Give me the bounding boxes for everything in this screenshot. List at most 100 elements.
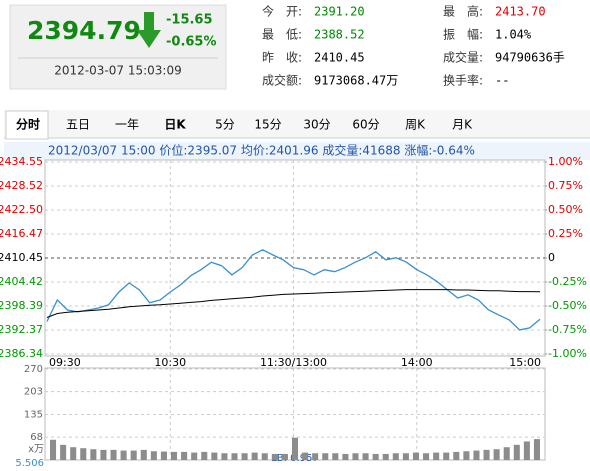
y-tick-label: 2422.50 [0,203,43,216]
price-line [46,249,541,331]
x-tick-label: 09:30 [49,356,81,369]
price-box [9,4,227,90]
change-pct: -0.65% [166,35,217,50]
y-tick-label: 2434.55 [0,155,43,168]
y-tick-label: 2416.47 [0,227,43,240]
datetime: 2012-03-07 15:03:09 [54,64,181,78]
volume-bar [362,453,369,460]
volume-bar [181,451,188,460]
quote-value: 2391.20 [314,5,365,19]
x-tick-label: 14:00 [401,356,433,369]
tab[interactable]: 一年 [115,118,139,132]
quote-value: -- [495,74,509,88]
volume-bar [493,449,500,460]
tab[interactable]: 五日 [66,118,90,132]
volume-bar [372,453,379,460]
volume-bar [191,452,198,460]
volume-tick-label: 203 [24,387,43,398]
tab[interactable]: 5分 [215,118,235,132]
volume-bar [160,451,167,460]
y2-tick-label: 0.50% [548,203,583,216]
volume-bar [100,449,107,460]
volume-bar [241,453,248,460]
quote-value: 2413.70 [495,5,546,19]
quote-value: 94790636手 [495,51,565,65]
volume-bar [60,444,67,460]
volume-bar [231,453,238,460]
tab[interactable]: 月K [452,118,473,132]
price: 2394.79 [27,16,141,45]
quote-label: 今 开: [262,4,302,19]
down-arrow [137,12,161,48]
tab[interactable]: 15分 [254,118,281,132]
volume-bar [50,439,57,460]
volume-bar [533,439,540,460]
volume-bar [443,452,450,460]
volume-bar [211,452,218,460]
volume-bar [140,449,147,460]
y-tick-label: 2386.34 [0,347,43,360]
volume-bar [483,449,490,460]
volume-bar [463,451,470,460]
volume-bar [251,452,258,460]
volume-bar [433,452,440,460]
volume-tick-label: 135 [24,410,43,421]
change: -15.65 [166,13,213,28]
volume-bar [201,451,208,460]
quote-value: 1.04% [495,28,532,42]
info-line: 2012/03/07 15:00 价位:2395.07 均价:2401.96 成… [48,143,475,158]
volume-bottom: 5.506 [15,458,44,467]
y-tick-label: 2404.42 [0,275,43,288]
volume-tick-label: 68 [30,432,43,443]
tab-bar [4,110,590,138]
volume-bar [130,450,137,460]
quote-label: 成交额: [262,73,302,88]
volume-bar [392,453,399,460]
volume-bar [291,437,299,460]
y2-tick-label: 0.25% [548,227,583,240]
y2-tick-label: -0.25% [548,275,587,288]
volume-bar [503,447,510,460]
volume-bar [513,444,520,460]
tab[interactable]: 分时 [16,117,40,132]
quote-label: 最 低: [262,28,302,42]
volume-bar [80,448,87,460]
volume-bar [120,450,127,460]
volume-bar [382,453,389,460]
volume-bar [170,451,178,460]
volume-bar [523,441,530,460]
y-tick-label: 2392.37 [0,323,43,336]
volume-bar [332,453,339,460]
y2-tick-label: 0.75% [548,179,583,192]
tab[interactable]: 30分 [303,118,330,132]
quote-label: 换手率: [443,73,483,88]
volume-bar [110,449,117,460]
y-tick-label: 2398.39 [0,299,43,312]
active-tab [5,110,49,140]
y-tick-label: 2428.52 [0,179,43,192]
quote-value: 2410.45 [314,51,365,65]
x-tick-label: 15:00 [509,356,541,369]
volume-bar [150,451,157,460]
quote-label: 最 高: [443,4,483,19]
volume-bar [221,453,228,460]
tab[interactable]: 周K [405,118,426,132]
volume-bar [302,452,309,460]
y2-tick-label: -0.50% [548,299,587,312]
volume-bar [261,453,268,460]
info-band [4,142,590,160]
tab[interactable]: 日K [164,118,186,132]
price-line [46,289,541,318]
quote-label: 昨 收: [262,51,302,65]
volume-bar [423,453,430,460]
volume-bar [352,453,359,460]
y2-tick-label: -1.00% [548,347,587,360]
tab[interactable]: 60分 [352,118,379,132]
y2-tick-label: 1.00% [548,155,583,168]
volume-bar [70,447,77,460]
y2-tick-label: -0.75% [548,323,587,336]
volume-bar [322,453,329,460]
volume-bar [342,453,349,460]
